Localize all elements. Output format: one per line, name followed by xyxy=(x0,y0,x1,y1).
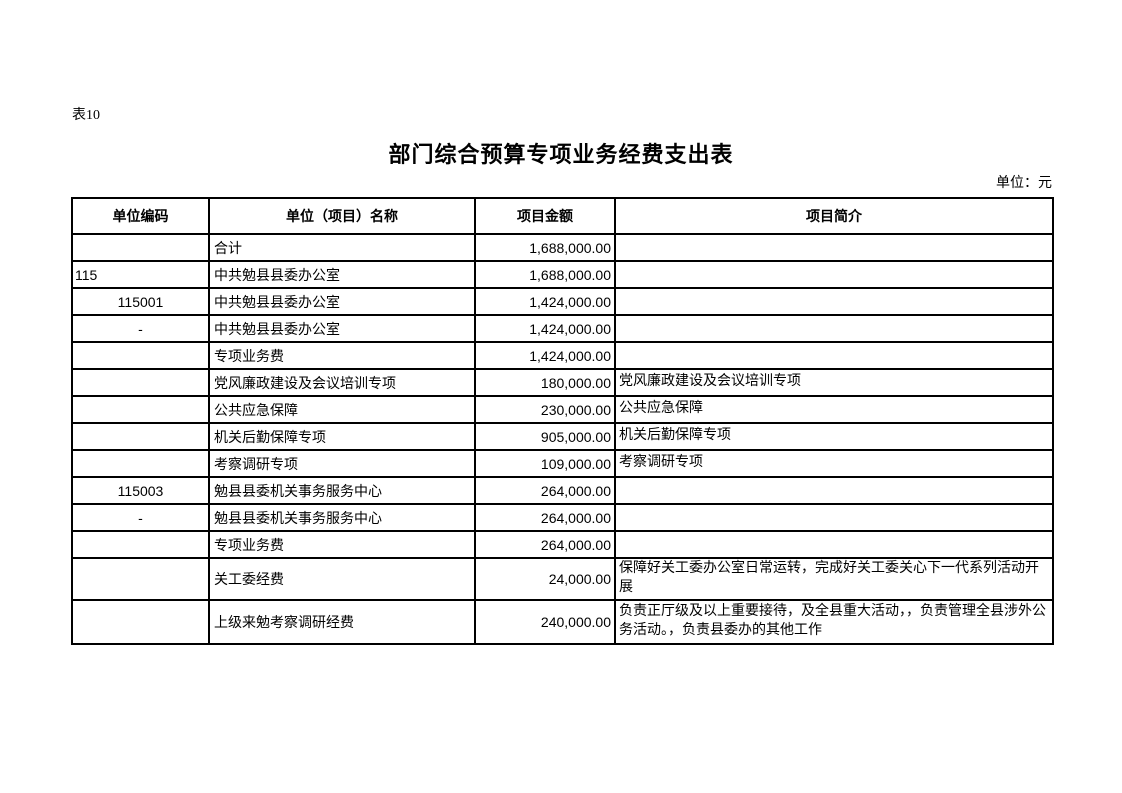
cell-unit-code xyxy=(71,530,210,559)
cell-unit-code: 115 xyxy=(71,260,210,289)
table-row: 关工委经费 24,000.00 保障好关工委办公室日常运转，完成好关工委关心下一代系… xyxy=(71,557,1054,601)
cell-amount: 230,000.00 xyxy=(474,395,616,424)
cell-unit-name: 勉县县委机关事务服务中心 xyxy=(208,503,476,532)
cell-unit-name: 中共勉县县委办公室 xyxy=(208,287,476,316)
cell-description: 机关后勤保障专项 xyxy=(614,422,1054,451)
table-row: 合计 1,688,000.00 xyxy=(71,233,1054,262)
cell-amount: 264,000.00 xyxy=(474,476,616,505)
header-unit-code: 单位编码 xyxy=(71,197,210,235)
cell-unit-name: 关工委经费 xyxy=(208,557,476,601)
header-description: 项目简介 xyxy=(614,197,1054,235)
cell-unit-name: 上级来勉考察调研经费 xyxy=(208,598,476,645)
table-row: 上级来勉考察调研经费 240,000.00 负责正厅级及以上重要接待，及全县重大活动… xyxy=(71,598,1054,645)
page-title: 部门综合预算专项业务经费支出表 xyxy=(388,142,734,167)
cell-unit-name: 中共勉县县委办公室 xyxy=(208,314,476,343)
table-number-label: 表10 xyxy=(72,108,100,123)
cell-description xyxy=(614,476,1054,505)
cell-description: 党风廉政建设及会议培训专项 xyxy=(614,368,1054,397)
cell-unit-name: 合计 xyxy=(208,233,476,262)
cell-amount: 1,688,000.00 xyxy=(474,260,616,289)
cell-unit-name: 专项业务费 xyxy=(208,530,476,559)
cell-amount: 24,000.00 xyxy=(474,557,616,601)
cell-description xyxy=(614,287,1054,316)
cell-unit-code: 115003 xyxy=(71,476,210,505)
cell-unit-name: 中共勉县县委办公室 xyxy=(208,260,476,289)
cell-description xyxy=(614,260,1054,289)
cell-unit-name: 机关后勤保障专项 xyxy=(208,422,476,451)
table-row: 115 中共勉县县委办公室 1,688,000.00 xyxy=(71,260,1054,289)
table-row: 115003 勉县县委机关事务服务中心 264,000.00 xyxy=(71,476,1054,505)
header-unit-name: 单位（项目）名称 xyxy=(208,197,476,235)
cell-unit-code xyxy=(71,341,210,370)
header-row: 单位编码 单位（项目）名称 项目金额 项目简介 xyxy=(71,197,1054,235)
cell-amount: 109,000.00 xyxy=(474,449,616,478)
cell-description xyxy=(614,341,1054,370)
cell-unit-code xyxy=(71,368,210,397)
cell-unit-name: 考察调研专项 xyxy=(208,449,476,478)
table-body: 合计 1,688,000.00 115 中共勉县县委办公室 1,688,000.00 11… xyxy=(71,233,1054,645)
header-amount: 项目金额 xyxy=(474,197,616,235)
cell-unit-code: - xyxy=(71,314,210,343)
cell-description xyxy=(614,530,1054,559)
budget-table: 单位编码 单位（项目）名称 项目金额 项目简介 合计 1,688,000.00 11… xyxy=(71,197,1054,645)
table-row: 公共应急保障 230,000.00 公共应急保障 xyxy=(71,395,1054,424)
cell-amount: 240,000.00 xyxy=(474,598,616,645)
cell-amount: 1,424,000.00 xyxy=(474,341,616,370)
table-row: 115001 中共勉县县委办公室 1,424,000.00 xyxy=(71,287,1054,316)
cell-description: 保障好关工委办公室日常运转，完成好关工委关心下一代系列活动开展 xyxy=(614,557,1054,601)
cell-unit-name: 党风廉政建设及会议培训专项 xyxy=(208,368,476,397)
table-row: 专项业务费 264,000.00 xyxy=(71,530,1054,559)
cell-unit-name: 勉县县委机关事务服务中心 xyxy=(208,476,476,505)
cell-amount: 1,688,000.00 xyxy=(474,233,616,262)
cell-unit-code xyxy=(71,233,210,262)
cell-unit-code xyxy=(71,422,210,451)
cell-amount: 264,000.00 xyxy=(474,530,616,559)
cell-amount: 1,424,000.00 xyxy=(474,287,616,316)
cell-unit-name: 公共应急保障 xyxy=(208,395,476,424)
cell-amount: 180,000.00 xyxy=(474,368,616,397)
table-row: 机关后勤保障专项 905,000.00 机关后勤保障专项 xyxy=(71,422,1054,451)
table-row: - 勉县县委机关事务服务中心 264,000.00 xyxy=(71,503,1054,532)
cell-description: 负责正厅级及以上重要接待，及全县重大活动，，负责管理全县涉外公务活动。，负责县委… xyxy=(614,598,1054,645)
cell-unit-code xyxy=(71,449,210,478)
cell-amount: 264,000.00 xyxy=(474,503,616,532)
cell-amount: 1,424,000.00 xyxy=(474,314,616,343)
table-row: 专项业务费 1,424,000.00 xyxy=(71,341,1054,370)
table-row: - 中共勉县县委办公室 1,424,000.00 xyxy=(71,314,1054,343)
cell-unit-name: 专项业务费 xyxy=(208,341,476,370)
cell-amount: 905,000.00 xyxy=(474,422,616,451)
cell-description: 公共应急保障 xyxy=(614,395,1054,424)
cell-unit-code xyxy=(71,598,210,645)
cell-unit-code xyxy=(71,395,210,424)
cell-description xyxy=(614,233,1054,262)
cell-unit-code: 115001 xyxy=(71,287,210,316)
table-row: 党风廉政建设及会议培训专项 180,000.00 党风廉政建设及会议培训专项 xyxy=(71,368,1054,397)
table-row: 考察调研专项 109,000.00 考察调研专项 xyxy=(71,449,1054,478)
cell-description: 考察调研专项 xyxy=(614,449,1054,478)
cell-unit-code xyxy=(71,557,210,601)
cell-unit-code: - xyxy=(71,503,210,532)
table-header: 单位编码 单位（项目）名称 项目金额 项目简介 xyxy=(71,197,1054,235)
cell-description xyxy=(614,314,1054,343)
currency-unit-note: 单位：元 xyxy=(996,176,1052,191)
cell-description xyxy=(614,503,1054,532)
